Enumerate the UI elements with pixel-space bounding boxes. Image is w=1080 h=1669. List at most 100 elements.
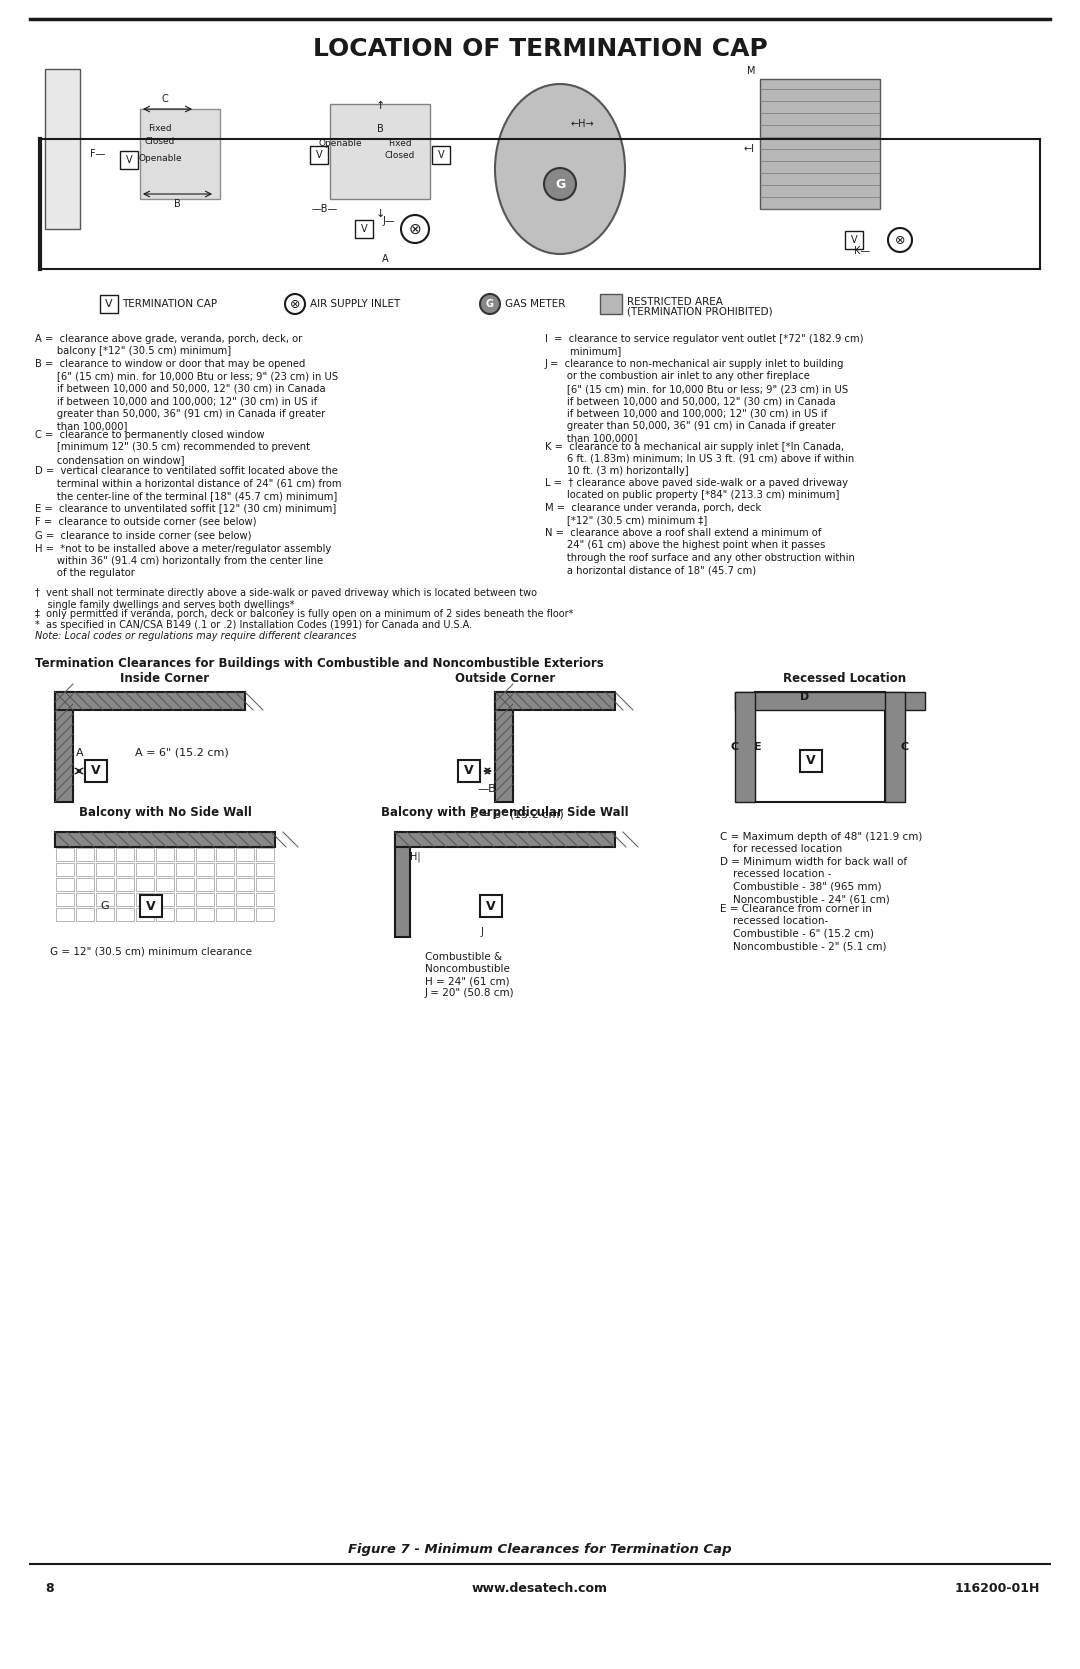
Bar [800, 749, 822, 773]
Text: (TERMINATION PROHIBITED): (TERMINATION PROHIBITED) [627, 307, 772, 317]
Text: ←I: ←I [744, 144, 755, 154]
Bar [256, 878, 274, 891]
Bar [116, 878, 134, 891]
Text: ⊗: ⊗ [894, 234, 905, 247]
Bar [55, 693, 245, 709]
Bar [216, 863, 234, 876]
Text: RESTRICTED AREA: RESTRICTED AREA [627, 297, 723, 307]
Text: B = 6" (15.2 cm): B = 6" (15.2 cm) [470, 809, 564, 819]
Text: B: B [174, 199, 180, 209]
Text: H|: H| [410, 851, 420, 863]
Bar [760, 78, 880, 209]
Bar [237, 893, 254, 906]
Circle shape [888, 229, 912, 252]
Bar [85, 759, 107, 783]
Ellipse shape [495, 83, 625, 254]
Text: K—: K— [854, 245, 870, 255]
Text: V: V [464, 764, 474, 778]
Bar [116, 848, 134, 861]
Bar [156, 878, 174, 891]
Text: J—: J— [382, 215, 395, 225]
Bar [176, 893, 194, 906]
Text: *  as specified in CAN/CSA B149 (.1 or .2) Installation Codes (1991) for Canada : * as specified in CAN/CSA B149 (.1 or .2… [35, 619, 472, 629]
Bar [55, 693, 73, 803]
Bar [195, 878, 214, 891]
Bar [140, 895, 162, 916]
Circle shape [544, 169, 576, 200]
Text: V: V [146, 900, 156, 913]
Text: N =  clearance above a roof shall extend a minimum of
       24" (61 cm) above t: N = clearance above a roof shall extend … [545, 527, 855, 576]
Text: GAS METER: GAS METER [505, 299, 565, 309]
Text: G: G [100, 901, 109, 911]
Bar [156, 893, 174, 906]
Bar [735, 693, 924, 709]
Bar [432, 145, 450, 164]
Text: A: A [77, 748, 84, 758]
Bar [136, 908, 154, 921]
Text: V: V [806, 754, 815, 768]
Bar [237, 848, 254, 861]
Text: B: B [377, 124, 383, 134]
Bar [176, 863, 194, 876]
Text: 116200-01H: 116200-01H [955, 1582, 1040, 1596]
Text: ⊗: ⊗ [408, 222, 421, 237]
Text: ↓: ↓ [376, 209, 384, 219]
Text: M =  clearance under veranda, porch, deck
       [*12" (30.5 cm) minimum ‡]: M = clearance under veranda, porch, deck… [545, 502, 761, 526]
Bar [136, 848, 154, 861]
Text: AIR SUPPLY INLET: AIR SUPPLY INLET [310, 299, 401, 309]
Bar [96, 863, 114, 876]
Text: Openable: Openable [138, 154, 181, 164]
Bar [76, 863, 94, 876]
Bar [56, 848, 75, 861]
Bar [495, 693, 615, 709]
Text: ‡  only permitted if veranda, porch, deck or balconey is fully open on a minimum: ‡ only permitted if veranda, porch, deck… [35, 609, 573, 619]
Text: V: V [125, 155, 133, 165]
Text: Fixed: Fixed [148, 124, 172, 134]
Text: B =  clearance to window or door that may be opened
       [6" (15 cm) min. for : B = clearance to window or door that may… [35, 359, 338, 431]
Bar [195, 863, 214, 876]
Bar [256, 893, 274, 906]
Text: A = 6" (15.2 cm): A = 6" (15.2 cm) [135, 748, 229, 758]
Bar [256, 863, 274, 876]
Text: Closed: Closed [384, 150, 415, 160]
Text: D =  vertical clearance to ventilated soffit located above the
       terminal w: D = vertical clearance to ventilated sof… [35, 467, 341, 501]
Text: Balcony with No Side Wall: Balcony with No Side Wall [79, 806, 252, 819]
Bar [176, 848, 194, 861]
Text: D = Minimum width for back wall of
    recessed location -
    Combustible - 38": D = Minimum width for back wall of reces… [720, 856, 907, 905]
Circle shape [480, 294, 500, 314]
Text: M: M [746, 67, 755, 77]
Text: J =  clearance to non-mechanical air supply inlet to building
       or the comb: J = clearance to non-mechanical air supp… [545, 359, 848, 444]
Text: F =  clearance to outside corner (see below): F = clearance to outside corner (see bel… [35, 516, 257, 526]
Bar [136, 878, 154, 891]
Text: Noncombustible: Noncombustible [426, 965, 510, 975]
Bar [76, 893, 94, 906]
Bar [216, 848, 234, 861]
Bar [216, 878, 234, 891]
Text: Openable: Openable [319, 139, 362, 149]
Bar [140, 108, 220, 199]
Text: D: D [800, 693, 810, 703]
Text: —B: —B [477, 784, 496, 794]
Text: I  =  clearance to service regulator vent outlet [*72" (182.9 cm)
        minimu: I = clearance to service regulator vent … [545, 334, 864, 357]
Text: E = Clearance from corner in
    recessed location-
    Combustible - 6" (15.2 c: E = Clearance from corner in recessed lo… [720, 905, 887, 951]
Text: C =  clearance to permanently closed window
       [minimum 12" (30.5 cm) recomm: C = clearance to permanently closed wind… [35, 431, 310, 464]
Text: †  vent shall not terminate directly above a side-walk or paved driveway which i: † vent shall not terminate directly abov… [35, 587, 537, 611]
Bar [116, 863, 134, 876]
Text: Recessed Location: Recessed Location [783, 673, 906, 684]
Circle shape [285, 294, 305, 314]
Text: K =  clearance to a mechanical air supply inlet [*In Canada,
       6 ft. (1.83m: K = clearance to a mechanical air supply… [545, 442, 854, 476]
Text: L =  † clearance above paved side-walk or a paved driveway
       located on pub: L = † clearance above paved side-walk or… [545, 477, 848, 501]
Bar [195, 893, 214, 906]
Text: V: V [437, 150, 444, 160]
Text: E: E [754, 743, 761, 753]
Text: G =  clearance to inside corner (see below): G = clearance to inside corner (see belo… [35, 531, 252, 541]
Text: H =  *not to be installed above a meter/regulator assembly
       within 36" (91: H = *not to be installed above a meter/r… [35, 544, 332, 577]
Bar [136, 863, 154, 876]
Bar [136, 893, 154, 906]
Bar [480, 895, 502, 916]
Bar [156, 848, 174, 861]
Bar [755, 693, 885, 803]
Text: Fixed: Fixed [388, 139, 411, 149]
Bar [495, 693, 513, 803]
Text: C: C [162, 93, 168, 103]
